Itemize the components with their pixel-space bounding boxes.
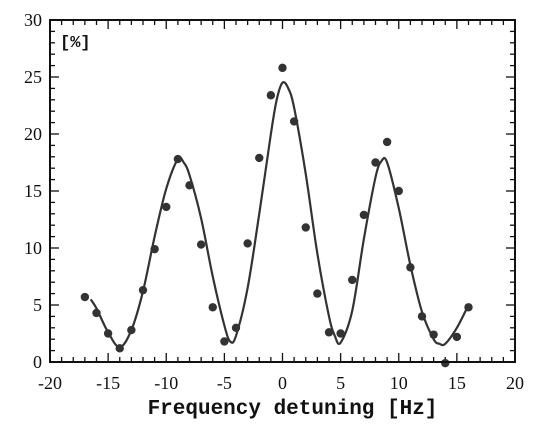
x-tick-label: 15 bbox=[448, 373, 466, 393]
data-point bbox=[336, 329, 345, 338]
data-point bbox=[173, 154, 183, 164]
data-point bbox=[220, 337, 229, 346]
x-tick-label: 10 bbox=[390, 373, 408, 393]
data-point bbox=[243, 239, 252, 248]
data-point bbox=[103, 329, 113, 338]
data-point bbox=[266, 91, 276, 100]
data-point bbox=[359, 210, 369, 220]
y-tick-label: 5 bbox=[33, 295, 42, 315]
data-point bbox=[452, 332, 462, 342]
fit-curve bbox=[89, 81, 470, 349]
data-point bbox=[185, 181, 194, 190]
data-point bbox=[127, 325, 136, 335]
data-point bbox=[441, 358, 450, 368]
plot-frame bbox=[49, 19, 516, 363]
data-point bbox=[406, 263, 415, 272]
data-point bbox=[394, 186, 403, 196]
data-point bbox=[348, 275, 357, 285]
data-point bbox=[255, 153, 264, 163]
data-point bbox=[80, 292, 90, 302]
x-tick-label: -20 bbox=[38, 373, 62, 393]
data-point bbox=[371, 158, 380, 167]
x-tick-label: -5 bbox=[217, 373, 232, 393]
data-point bbox=[324, 328, 334, 337]
data-point bbox=[313, 289, 322, 298]
data-point bbox=[115, 344, 124, 353]
y-tick-label: 15 bbox=[24, 181, 42, 201]
y-tick-label: 20 bbox=[24, 124, 42, 144]
points-layer bbox=[80, 63, 473, 368]
data-point bbox=[231, 323, 241, 332]
x-tick-label: 5 bbox=[336, 373, 345, 393]
data-point bbox=[289, 117, 299, 126]
y-tick-label: 0 bbox=[33, 352, 42, 372]
y-unit-label: [%] bbox=[60, 34, 91, 53]
x-tick-label: -15 bbox=[96, 373, 120, 393]
data-point bbox=[196, 240, 206, 249]
data-point bbox=[382, 137, 392, 147]
x-tick-label: -10 bbox=[154, 373, 178, 393]
y-tick-label: 30 bbox=[24, 10, 42, 30]
data-point bbox=[150, 244, 159, 254]
data-point bbox=[278, 63, 287, 73]
data-point bbox=[417, 312, 427, 321]
x-tick-label: 0 bbox=[278, 373, 287, 393]
data-point bbox=[138, 285, 148, 295]
data-point bbox=[301, 223, 310, 232]
data-point bbox=[464, 303, 473, 312]
x-axis-label: Frequency detuning [Hz] bbox=[148, 398, 438, 421]
data-point bbox=[162, 202, 171, 212]
x-tick-label: 20 bbox=[506, 373, 524, 393]
y-tick-label: 10 bbox=[24, 238, 42, 258]
labels-layer: -20 -15 -10 -5 0 5 10 15 20 0 5 10 15 20 25 30 bbox=[24, 10, 524, 393]
data-point bbox=[92, 308, 101, 318]
y-tick-label: 25 bbox=[24, 67, 42, 87]
data-point bbox=[429, 330, 438, 339]
data-point bbox=[208, 303, 217, 312]
